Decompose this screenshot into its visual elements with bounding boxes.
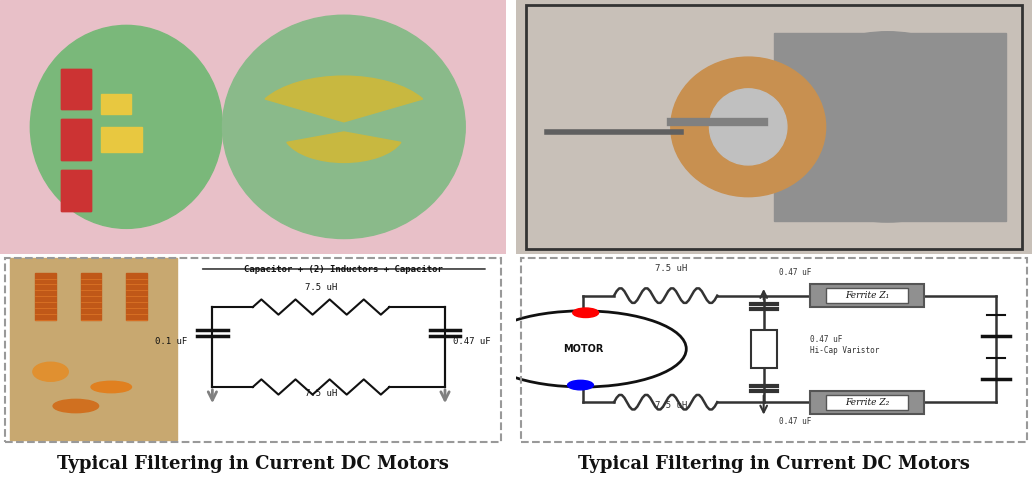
Text: 7.5 uH: 7.5 uH: [654, 401, 687, 410]
Wedge shape: [265, 76, 423, 122]
Ellipse shape: [30, 25, 223, 228]
Bar: [101, 127, 141, 152]
Text: 0.1 uF: 0.1 uF: [155, 337, 187, 346]
Text: 7.5 uH: 7.5 uH: [654, 264, 687, 273]
Bar: [61, 68, 91, 109]
Bar: [61, 119, 91, 160]
Bar: [61, 170, 91, 211]
Bar: [101, 94, 131, 114]
Text: Typical Filtering in Current DC Motors: Typical Filtering in Current DC Motors: [578, 455, 970, 472]
Text: Capacitor + (2) Inductors + Capacitor: Capacitor + (2) Inductors + Capacitor: [245, 265, 444, 274]
Text: 7.5 uH: 7.5 uH: [305, 389, 337, 398]
Text: Ferrite Z₂: Ferrite Z₂: [845, 398, 889, 407]
Ellipse shape: [671, 57, 826, 197]
Bar: [61, 68, 91, 109]
Bar: [80, 273, 101, 321]
Text: 7.5 uH: 7.5 uH: [305, 283, 337, 292]
Bar: [10, 258, 178, 440]
Text: MOTOR: MOTOR: [562, 344, 604, 354]
Bar: [810, 284, 924, 307]
Bar: [750, 330, 777, 368]
Ellipse shape: [91, 381, 131, 393]
Text: 0.47 uF
Hi-Cap Varistor: 0.47 uF Hi-Cap Varistor: [810, 335, 879, 355]
Ellipse shape: [771, 32, 1003, 222]
Bar: [35, 273, 56, 321]
Circle shape: [573, 308, 599, 318]
Ellipse shape: [710, 89, 787, 165]
Bar: [810, 391, 924, 414]
Circle shape: [568, 380, 593, 390]
Text: 0.47 uF: 0.47 uF: [779, 417, 811, 426]
Bar: [61, 170, 91, 211]
Bar: [774, 33, 1006, 221]
Text: 0.47 uF: 0.47 uF: [453, 337, 490, 346]
Ellipse shape: [223, 15, 465, 239]
Circle shape: [480, 311, 686, 387]
Bar: [826, 395, 908, 410]
Bar: [61, 119, 91, 160]
Ellipse shape: [53, 399, 99, 413]
Bar: [826, 288, 908, 303]
Text: 0.47 uF: 0.47 uF: [779, 268, 811, 277]
Bar: [126, 273, 147, 321]
Text: Typical Filtering in Current DC Motors: Typical Filtering in Current DC Motors: [57, 455, 449, 472]
Ellipse shape: [33, 362, 68, 381]
Text: Ferrite Z₁: Ferrite Z₁: [845, 291, 889, 300]
Wedge shape: [287, 132, 400, 163]
